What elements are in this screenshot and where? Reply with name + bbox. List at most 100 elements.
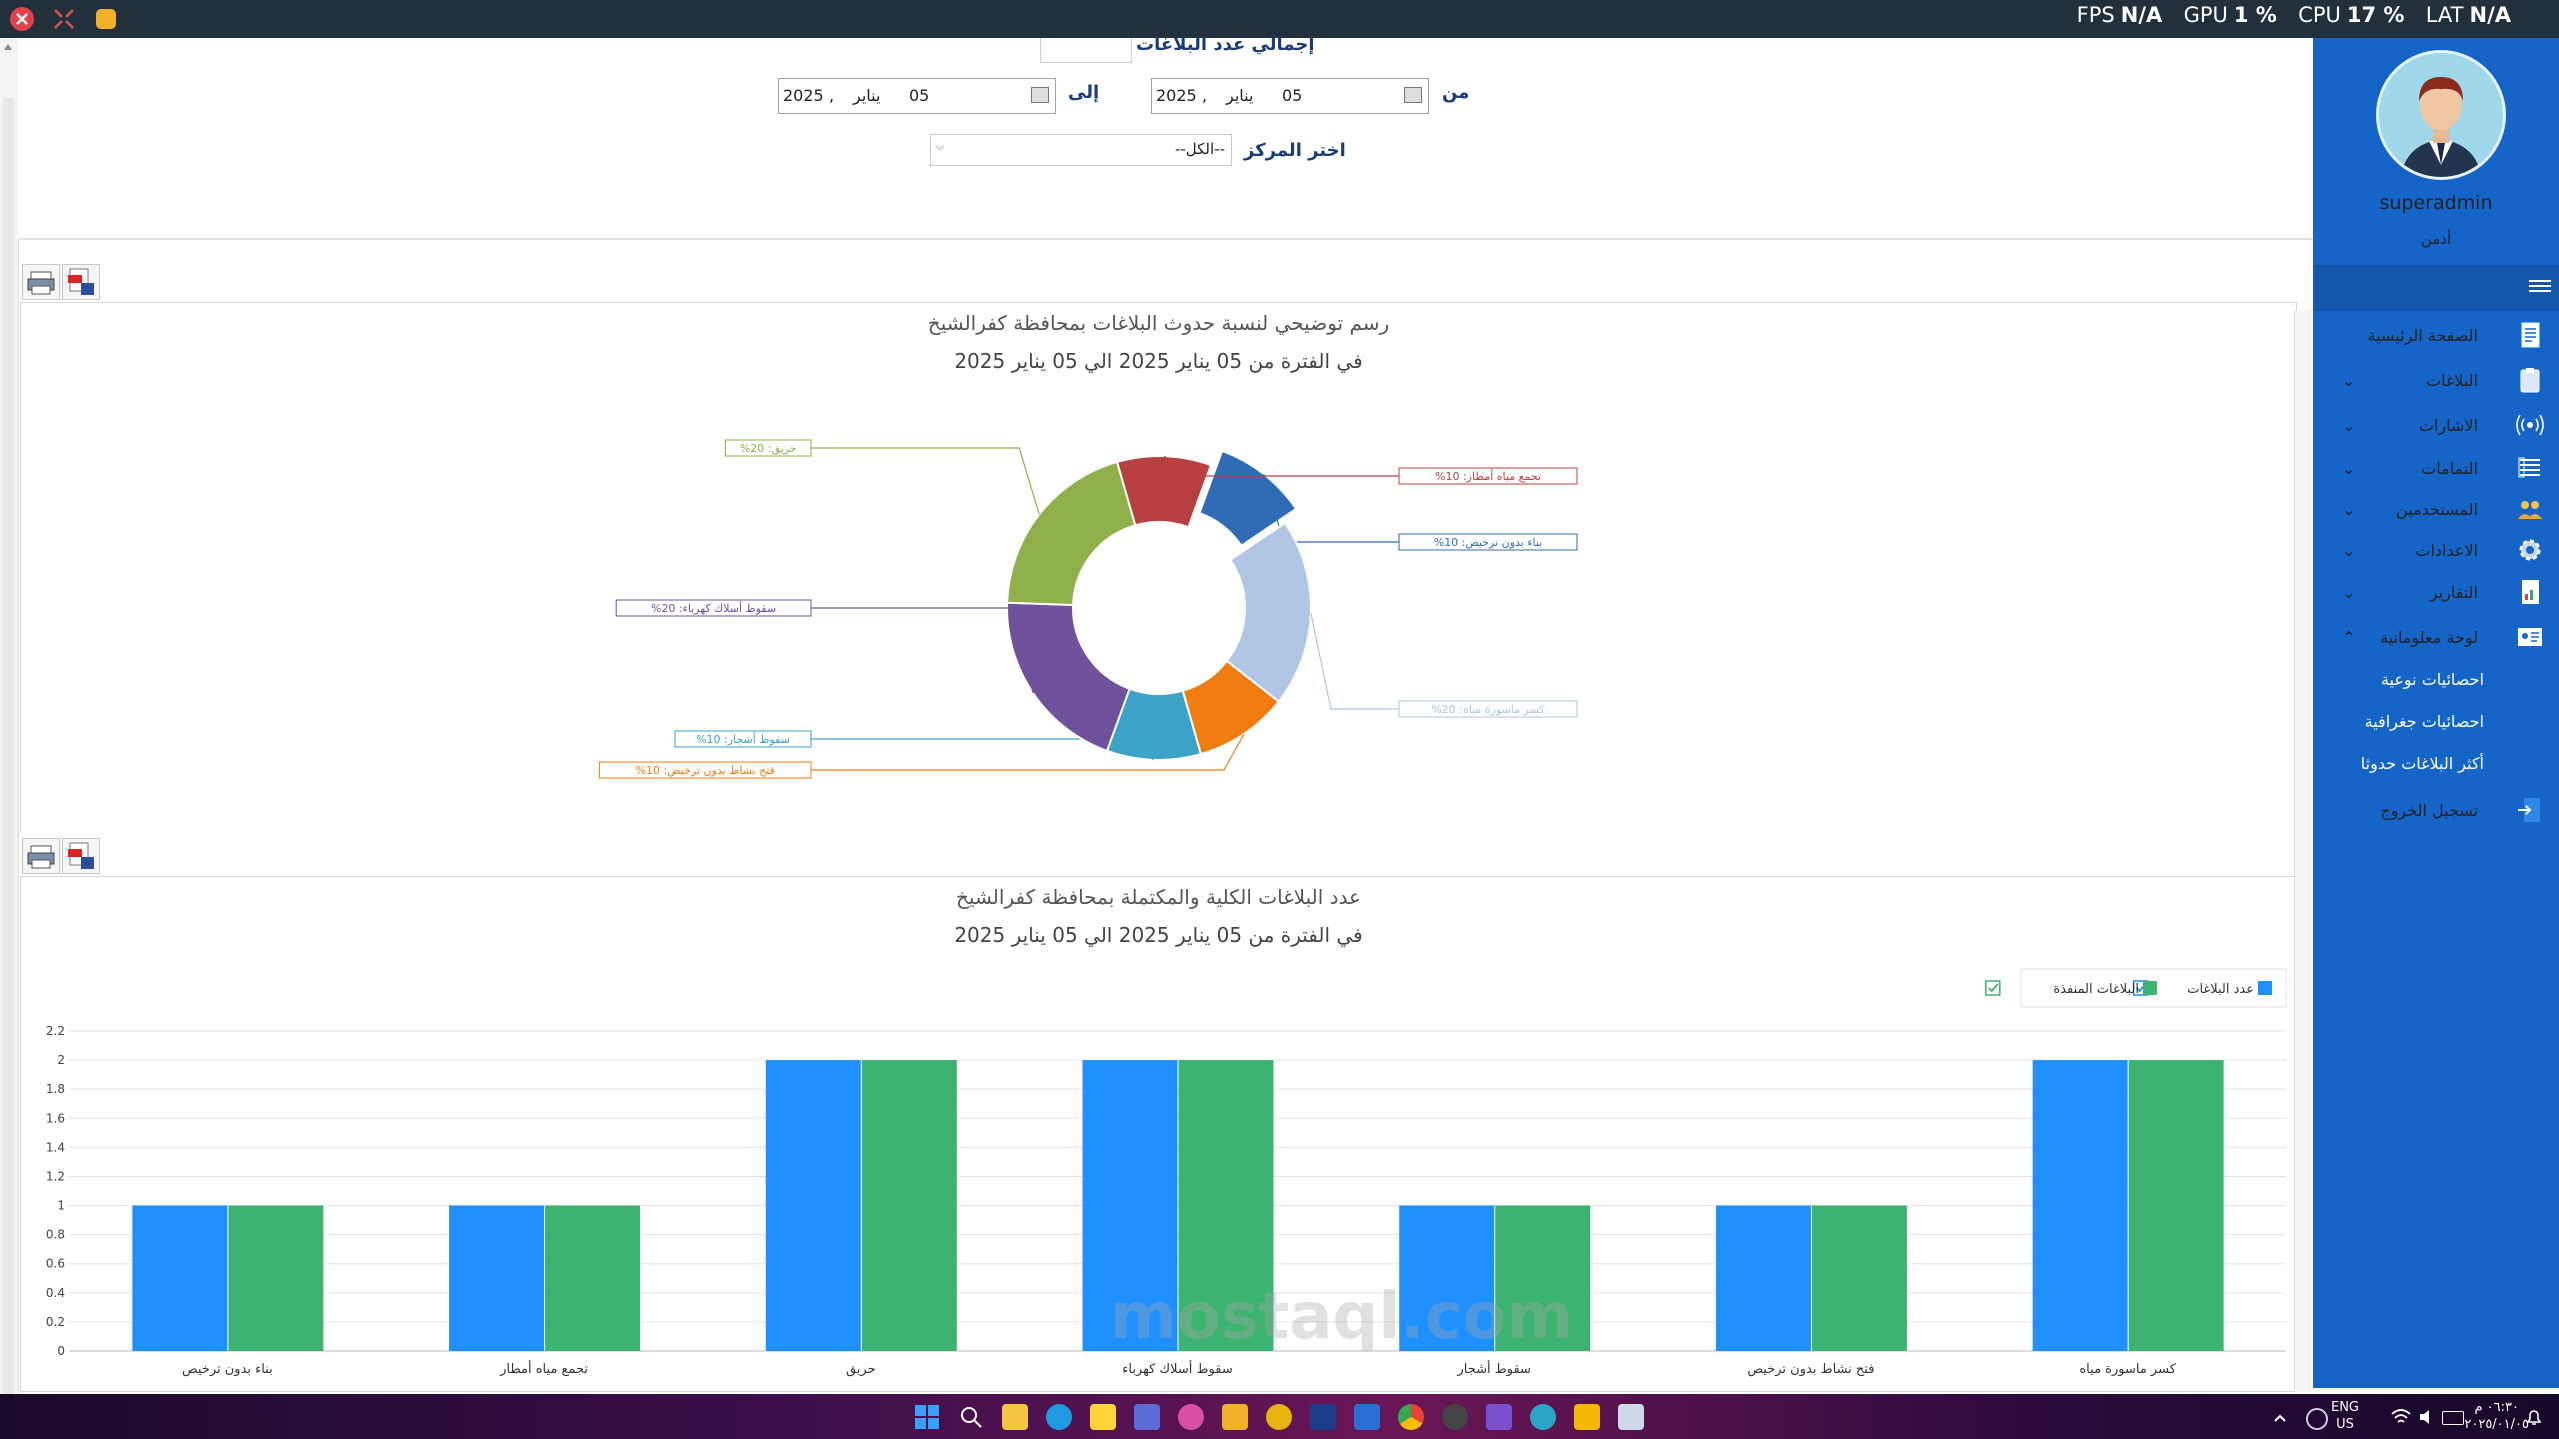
sidebar-item-dashboard[interactable]: ⌃ لوحة معلوماتية — [2330, 617, 2550, 657]
file-explorer-icon[interactable] — [1002, 1404, 1028, 1430]
bar-total[interactable] — [2032, 1060, 2128, 1351]
trello-icon[interactable] — [1354, 1404, 1380, 1430]
cpu-label: CPU — [2298, 3, 2341, 27]
page-scrollbar[interactable] — [0, 38, 19, 1398]
notes-icon[interactable] — [96, 9, 116, 29]
user-role: أدمن — [2420, 230, 2452, 248]
edge-icon[interactable] — [1046, 1404, 1072, 1430]
bar-total[interactable] — [132, 1205, 228, 1351]
to-month: يناير — [853, 86, 881, 105]
lat-value: N/A — [2469, 3, 2512, 27]
pie-leader-line — [811, 447, 1040, 515]
pie-chart: %بناء بدون ترخيص: 10 %كسر ماسورة مياه: 20… — [598, 439, 1578, 779]
search-icon[interactable] — [958, 1404, 984, 1430]
monitor-app-icon[interactable] — [1618, 1404, 1644, 1430]
bar-completed[interactable] — [228, 1205, 324, 1351]
start-icon[interactable] — [914, 1404, 940, 1430]
bar-completed[interactable] — [2128, 1060, 2224, 1351]
printer-icon — [27, 271, 55, 295]
pie-slice-label: %تجمع مياه أمطار: 10 — [1435, 469, 1541, 483]
sidebar-item-reports-list[interactable]: ⌄ البلاغات — [2330, 360, 2550, 400]
bar-completed[interactable] — [1178, 1060, 1274, 1351]
powerbi-icon[interactable] — [1574, 1404, 1600, 1430]
lang-region: US — [2336, 1417, 2354, 1432]
close-icon[interactable] — [10, 7, 34, 31]
export-pdf-button[interactable] — [62, 264, 100, 300]
clock-app-icon[interactable] — [2306, 1408, 2328, 1430]
sidebar-item-checks[interactable]: ⌄ التمامات — [2330, 448, 2550, 488]
speaker-icon[interactable] — [2418, 1407, 2438, 1427]
tray-chevron-up-icon[interactable] — [2272, 1410, 2288, 1426]
pie-label-box — [615, 599, 812, 617]
pie-slice-label: %سقوط أشجار: 10 — [696, 732, 790, 746]
logout-icon — [2518, 798, 2540, 822]
y-tick-label: 1.4 — [46, 1140, 65, 1154]
chevron-down-icon: ⌄ — [2342, 582, 2356, 602]
bar-completed[interactable] — [1495, 1205, 1591, 1351]
legend-checkbox[interactable] — [1985, 980, 2001, 996]
to-year: 2025 — [783, 86, 824, 105]
browser-icon[interactable] — [1530, 1404, 1556, 1430]
notes-app-icon[interactable] — [1090, 1404, 1116, 1430]
to-date-picker[interactable]: 2025 , يناير 05 — [778, 78, 1056, 114]
copilot-icon[interactable] — [1178, 1404, 1204, 1430]
calendar-icon[interactable] — [1031, 87, 1049, 103]
bar-total[interactable] — [1082, 1060, 1178, 1351]
sidebar-subitem-type-stats[interactable]: احصائيات نوعية — [2380, 670, 2484, 689]
sidebar-item-signals[interactable]: ⌄ الاشارات — [2330, 405, 2550, 445]
bar-total[interactable] — [1715, 1205, 1811, 1351]
store-icon[interactable] — [1134, 1404, 1160, 1430]
print-button[interactable] — [22, 838, 60, 874]
bar-total[interactable] — [1399, 1205, 1495, 1351]
calendar-icon[interactable] — [1404, 87, 1422, 103]
folder-icon[interactable] — [1222, 1404, 1248, 1430]
chevron-down-icon: ⌄ — [2342, 499, 2356, 519]
visual-studio-icon[interactable] — [1486, 1404, 1512, 1430]
pie-slice[interactable] — [1006, 460, 1137, 607]
pie-slice[interactable] — [1225, 521, 1312, 703]
logout-button[interactable]: تسجيل الخروج — [2330, 790, 2550, 830]
scroll-thumb[interactable] — [3, 98, 14, 1398]
bar-total[interactable] — [449, 1205, 545, 1351]
content-scrollbar[interactable] — [2294, 310, 2311, 1392]
pdf-save-icon — [68, 842, 94, 869]
legend-label: عدد البلاغات — [2187, 982, 2254, 997]
resize-icon[interactable] — [52, 7, 76, 31]
sidebar-subitem-top-reports[interactable]: أكثر البلاغات حدوثا — [2360, 754, 2484, 773]
export-pdf-button[interactable] — [62, 838, 100, 874]
bar-completed[interactable] — [1811, 1205, 1907, 1351]
media-player-icon[interactable] — [1442, 1404, 1468, 1430]
language-indicator[interactable]: ENG US — [2331, 1399, 2359, 1433]
from-date-picker[interactable]: 2025 , يناير 05 — [1151, 78, 1429, 114]
print-button[interactable] — [22, 264, 60, 300]
pie-slice[interactable] — [1006, 601, 1131, 753]
pie-slice[interactable] — [1115, 455, 1213, 529]
pie-slice[interactable] — [1198, 449, 1298, 548]
pie-leader-line — [811, 738, 1155, 761]
hamburger-icon[interactable] — [2529, 277, 2551, 295]
sidebar-item-reports[interactable]: ⌄ التقارير — [2330, 572, 2550, 612]
dashboard-icon — [2518, 628, 2542, 646]
scroll-up-icon[interactable] — [4, 44, 12, 50]
center-select[interactable]: --الكل-- ⌵ — [930, 134, 1232, 166]
y-tick-label: 1 — [57, 1199, 65, 1213]
app-icon[interactable] — [1266, 1404, 1292, 1430]
l-app-icon[interactable] — [1310, 1404, 1336, 1430]
y-tick-label: 0.4 — [46, 1286, 65, 1300]
bar-completed[interactable] — [545, 1205, 641, 1351]
bar-completed[interactable] — [861, 1060, 957, 1351]
chrome-icon[interactable] — [1398, 1404, 1424, 1430]
sidebar-subitem-geo-stats[interactable]: احصائيات جغرافية — [2364, 712, 2484, 731]
bar-chart-subtitle: في الفترة من 05 يناير 2025 الي 05 يناير … — [954, 923, 1363, 947]
sidebar-item-home[interactable]: الصفحة الرئيسية — [2330, 315, 2550, 355]
sidebar-item-users[interactable]: ⌄ المستخدمين — [2330, 489, 2550, 529]
battery-icon[interactable] — [2442, 1411, 2464, 1425]
bar-total[interactable] — [765, 1060, 861, 1351]
notification-bell-icon[interactable] — [2524, 1407, 2544, 1427]
pie-chart-panel: رسم توضيحي لنسبة حدوث البلاغات بمحافظة ك… — [20, 302, 2297, 834]
tray-clock[interactable]: ٠٦:٣٠ م ٢٠٢٥/٠١/٠٥ — [2464, 1399, 2529, 1433]
sidebar-item-settings[interactable]: ⌄ الاعدادات — [2330, 530, 2550, 570]
sidebar-toggle-bar — [2313, 265, 2559, 311]
report-icon — [2522, 580, 2539, 604]
wifi-icon[interactable] — [2390, 1407, 2412, 1427]
